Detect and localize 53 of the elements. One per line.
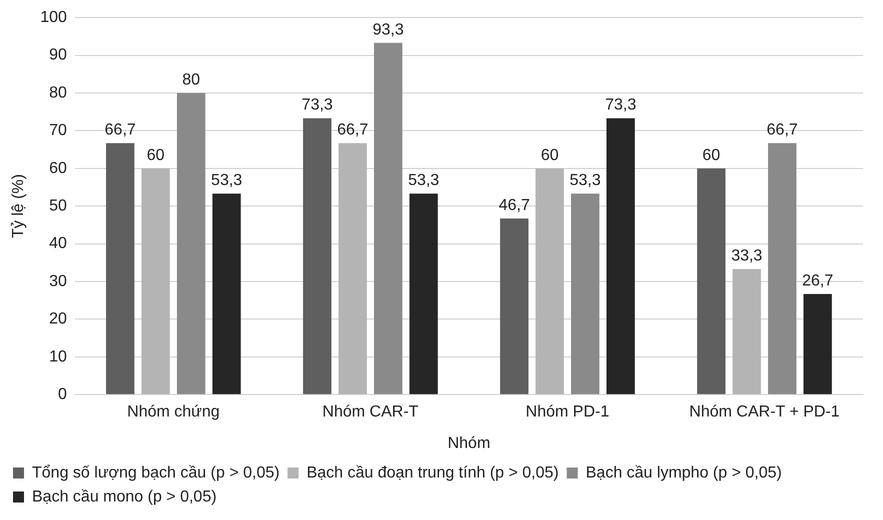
bar (697, 168, 726, 394)
bar (338, 143, 367, 394)
data-label: 60 (146, 146, 165, 164)
data-label: 53,3 (211, 172, 242, 190)
data-label: 80 (182, 71, 200, 88)
bar (768, 143, 796, 394)
data-label: 53,3 (408, 172, 440, 190)
legend-label: Bạch cầu lympho (p > 0,05) (586, 464, 782, 482)
data-label: 53,3 (570, 172, 601, 190)
y-tick-label: 80 (49, 84, 67, 102)
y-tick-label: 50 (49, 198, 67, 215)
y-axis-title: Tỷ lệ (%) (10, 174, 28, 238)
x-axis-title: Nhóm (448, 434, 490, 452)
y-tick-label: 10 (49, 348, 67, 366)
data-label: 66,7 (337, 122, 368, 139)
data-label: 60 (702, 146, 720, 164)
bar (571, 194, 600, 394)
bar (141, 168, 170, 394)
x-tick-label: Nhóm PD-1 (526, 404, 610, 421)
y-tick-label: 100 (40, 9, 67, 26)
y-tick-label: 0 (58, 386, 67, 404)
data-label: 93,3 (372, 21, 404, 38)
y-tick-label: 90 (49, 46, 67, 64)
data-label: 33,3 (731, 247, 762, 264)
bar (500, 218, 528, 394)
bar (804, 294, 832, 394)
bar (303, 118, 332, 394)
x-tick-label: Nhóm CAR-T + PD-1 (689, 404, 840, 421)
data-label: 26,7 (802, 272, 834, 290)
bar (409, 194, 438, 394)
x-tick-label: Nhóm CAR-T (322, 404, 419, 421)
bar (212, 194, 241, 394)
data-label: 60 (540, 146, 559, 164)
y-tick-label: 70 (49, 122, 67, 140)
y-tick-label: 60 (49, 160, 67, 177)
data-label: 73,3 (605, 96, 636, 114)
data-label: 46,7 (498, 196, 530, 214)
data-label: 73,3 (302, 96, 333, 114)
legend-label: Bạch cầu mono (p > 0,05) (32, 488, 217, 506)
y-tick-label: 20 (49, 310, 67, 328)
bar (536, 168, 564, 394)
bar (374, 42, 402, 394)
data-label: 66,7 (766, 122, 798, 139)
bar (106, 143, 134, 394)
y-tick-label: 40 (49, 235, 67, 252)
bar (176, 93, 206, 394)
y-tick-label: 30 (49, 272, 67, 290)
data-label: 66,7 (104, 122, 136, 139)
x-tick-label: Nhóm chứng (127, 404, 220, 421)
legend-label: Tổng số lượng bạch cầu (p > 0,05) (32, 464, 280, 482)
bar (606, 118, 635, 394)
bar (732, 269, 761, 394)
legend-label: Bạch cầu đoạn trung tính (p > 0,05) (306, 464, 559, 482)
